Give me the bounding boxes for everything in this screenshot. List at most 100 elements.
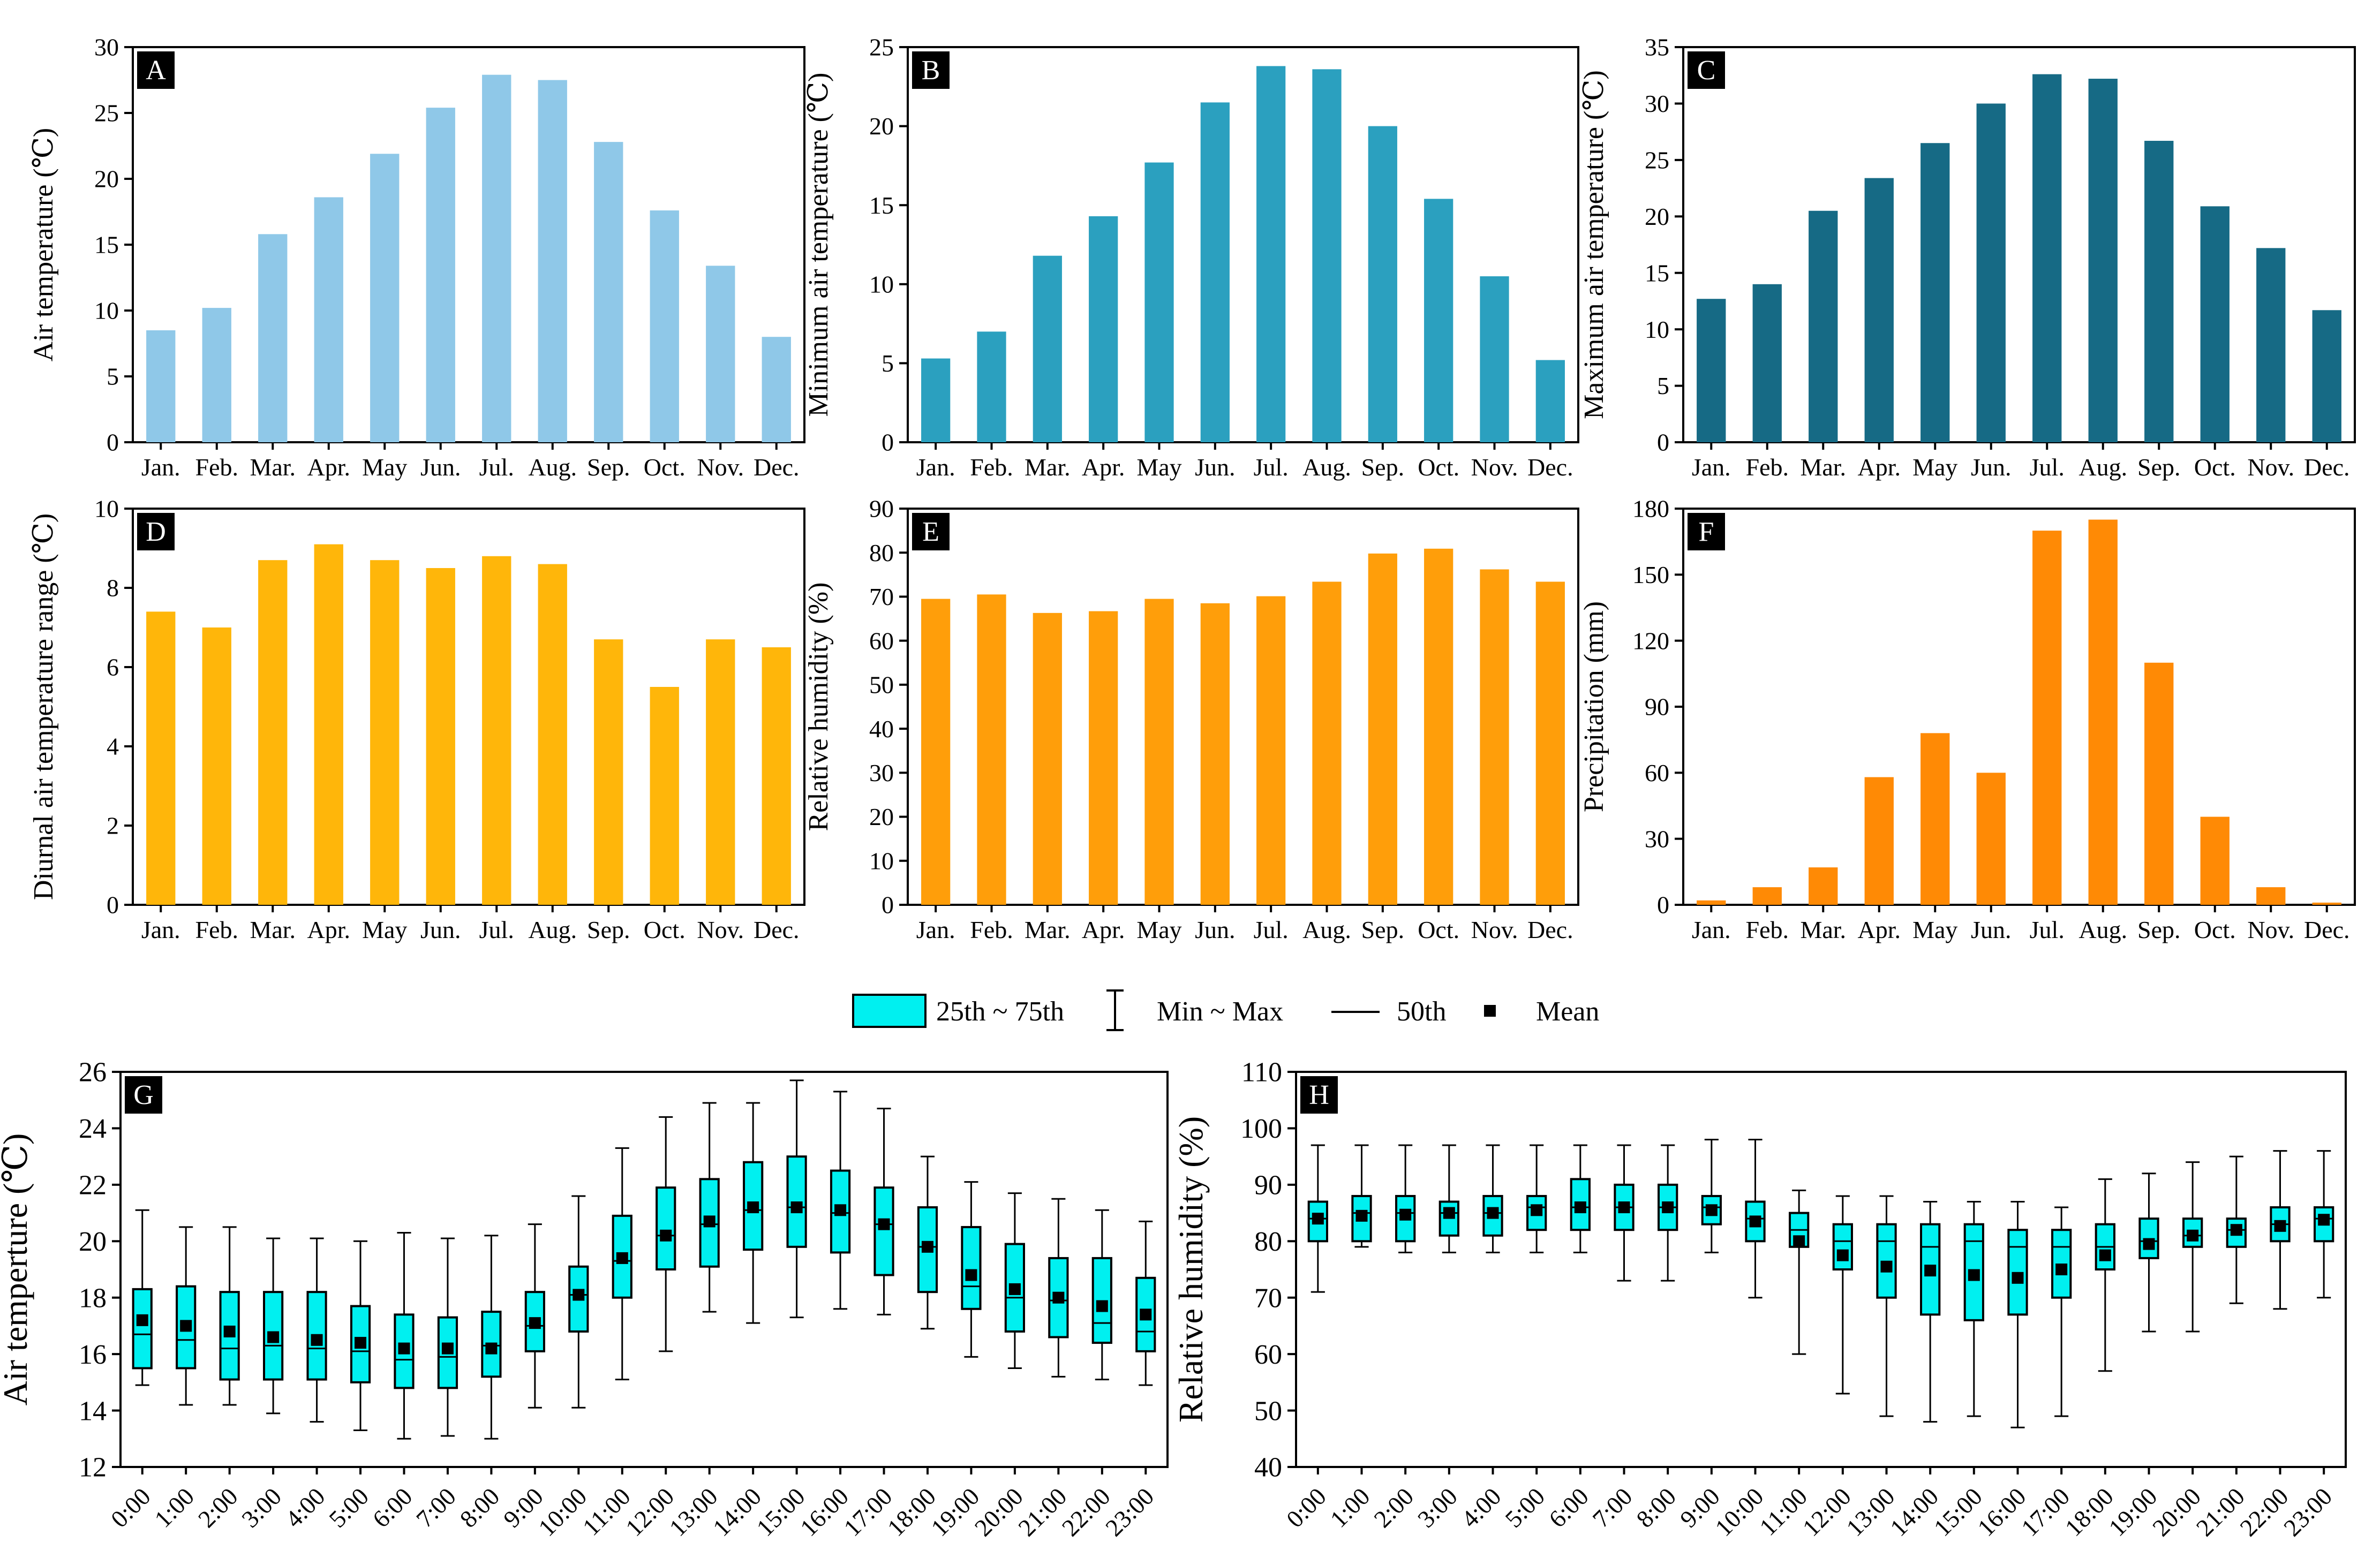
plot-frame (132, 508, 805, 906)
iqr-box (1351, 1194, 1372, 1243)
x-tick-label: Sep. (1361, 916, 1405, 943)
mean-marker (1836, 1249, 1849, 1261)
bar-dec (762, 647, 791, 905)
x-tick-label: Aug. (528, 453, 577, 481)
mean-marker (878, 1218, 890, 1230)
panel-label-box (1300, 1076, 1338, 1114)
y-tick-label: 10 (869, 270, 894, 298)
mean-marker (1618, 1201, 1630, 1214)
x-tick-label: Jan. (141, 453, 180, 481)
mean-marker (1924, 1265, 1937, 1277)
bar-aug (538, 564, 567, 905)
x-tick-label: 12:00 (620, 1483, 679, 1541)
bar-mar (258, 560, 288, 905)
x-tick-label: Aug. (528, 916, 577, 943)
y-tick-label: 30 (94, 34, 119, 61)
iqr-box (656, 1186, 676, 1271)
x-tick-label: 20:00 (2147, 1483, 2206, 1541)
bar-jun (1200, 603, 1230, 905)
y-tick-label: 0 (882, 429, 894, 456)
iqr-box (1745, 1200, 1766, 1243)
x-tick-label: Feb. (970, 453, 1013, 481)
bar-jul (1256, 66, 1286, 442)
box-19-00 (961, 1181, 982, 1358)
box-8-00 (1658, 1144, 1678, 1282)
x-tick-label: 23:00 (2278, 1483, 2337, 1541)
x-tick-label: Oct. (1418, 916, 1459, 943)
y-tick-label: 20 (94, 165, 119, 193)
y-axis-label: Precipitation (mm) (1579, 601, 1609, 812)
y-tick-label: 180 (1632, 495, 1669, 523)
mean-marker (485, 1342, 498, 1355)
mean-marker (1574, 1201, 1586, 1214)
box-16-00 (2007, 1200, 2028, 1428)
mean-marker (1968, 1269, 1980, 1281)
box-0-00 (132, 1209, 153, 1386)
x-tick-label: May (362, 453, 407, 481)
iqr-box (1482, 1194, 1503, 1237)
panel-D: 0 2 4 6 8 10 Diurnal air temperature range (℃)… (28, 495, 805, 943)
mean-marker (398, 1342, 410, 1355)
bar-jul (2032, 74, 2062, 442)
x-tick-label: Sep. (587, 916, 630, 943)
bar-nov (2256, 248, 2286, 442)
panel-A: 0 5 10 15 20 25 30 Air temperature (℃) A Jan. Feb.… (28, 34, 805, 481)
bar-jan (1697, 900, 1726, 905)
y-tick-label: 10 (94, 495, 119, 523)
y-tick-label: 60 (1254, 1340, 1282, 1370)
mean-marker (1008, 1283, 1021, 1295)
bar-oct (2200, 206, 2230, 442)
mean-marker (1531, 1204, 1543, 1216)
box-7-00 (1614, 1144, 1635, 1282)
bar-may (1144, 162, 1174, 443)
iqr-box (2007, 1229, 2028, 1316)
bar-jan (1697, 299, 1726, 442)
x-tick-label: Sep. (2137, 453, 2181, 481)
legend-range-symbol (1106, 989, 1124, 1031)
bar-feb (1752, 284, 1782, 442)
x-tick-label: 10:00 (533, 1483, 592, 1541)
bar-sep (1368, 553, 1397, 905)
x-tick-label: Sep. (2137, 916, 2181, 943)
box-4-00 (306, 1237, 327, 1423)
x-tick-label: 12:00 (1797, 1483, 1856, 1541)
y-tick-label: 15 (869, 192, 894, 219)
x-tick-label: Jun. (420, 916, 461, 943)
x-tick-label: Apr. (1858, 916, 1901, 943)
y-axis-label: Diurnal air temperature range (℃) (28, 513, 59, 900)
x-tick-label: May (362, 916, 407, 943)
mean-marker (616, 1252, 628, 1264)
bar-oct (2200, 816, 2230, 905)
y-tick-label: 20 (869, 803, 894, 830)
box-20-00 (1004, 1192, 1026, 1369)
iqr-box (1701, 1194, 1722, 1226)
y-tick-label: 4 (107, 733, 119, 760)
box-15-00 (1963, 1200, 1984, 1417)
bar-aug (1312, 581, 1342, 905)
y-tick-label: 100 (1240, 1114, 1282, 1144)
x-tick-label: Nov. (2247, 453, 2294, 481)
bar-apr (1864, 777, 1894, 905)
x-tick-label: Mar. (250, 453, 296, 481)
bar-nov (1480, 569, 1509, 905)
mean-marker (965, 1269, 977, 1281)
x-tick-label: 2:00 (193, 1483, 243, 1533)
box-9-00 (524, 1223, 545, 1409)
mean-marker (1880, 1260, 1893, 1273)
box-14-00 (743, 1102, 764, 1324)
x-tick-label: 11:00 (1754, 1483, 1812, 1541)
panel-label: F (1699, 517, 1714, 547)
x-tick-label: 3:00 (236, 1483, 287, 1533)
bar-jun (426, 108, 455, 442)
mean-marker (790, 1201, 803, 1214)
bar-apr (314, 544, 343, 905)
x-tick-label: May (1912, 916, 1957, 943)
bar-sep (2144, 662, 2174, 905)
box-1-00 (1351, 1144, 1372, 1248)
legend: 25th ~ 75th Min ~ Max 50th Mean (852, 989, 1599, 1031)
iqr-box (262, 1291, 284, 1381)
x-tick-label: 18:00 (882, 1483, 941, 1541)
legend-mean-label: Mean (1536, 996, 1599, 1027)
bar-mar (258, 234, 288, 442)
